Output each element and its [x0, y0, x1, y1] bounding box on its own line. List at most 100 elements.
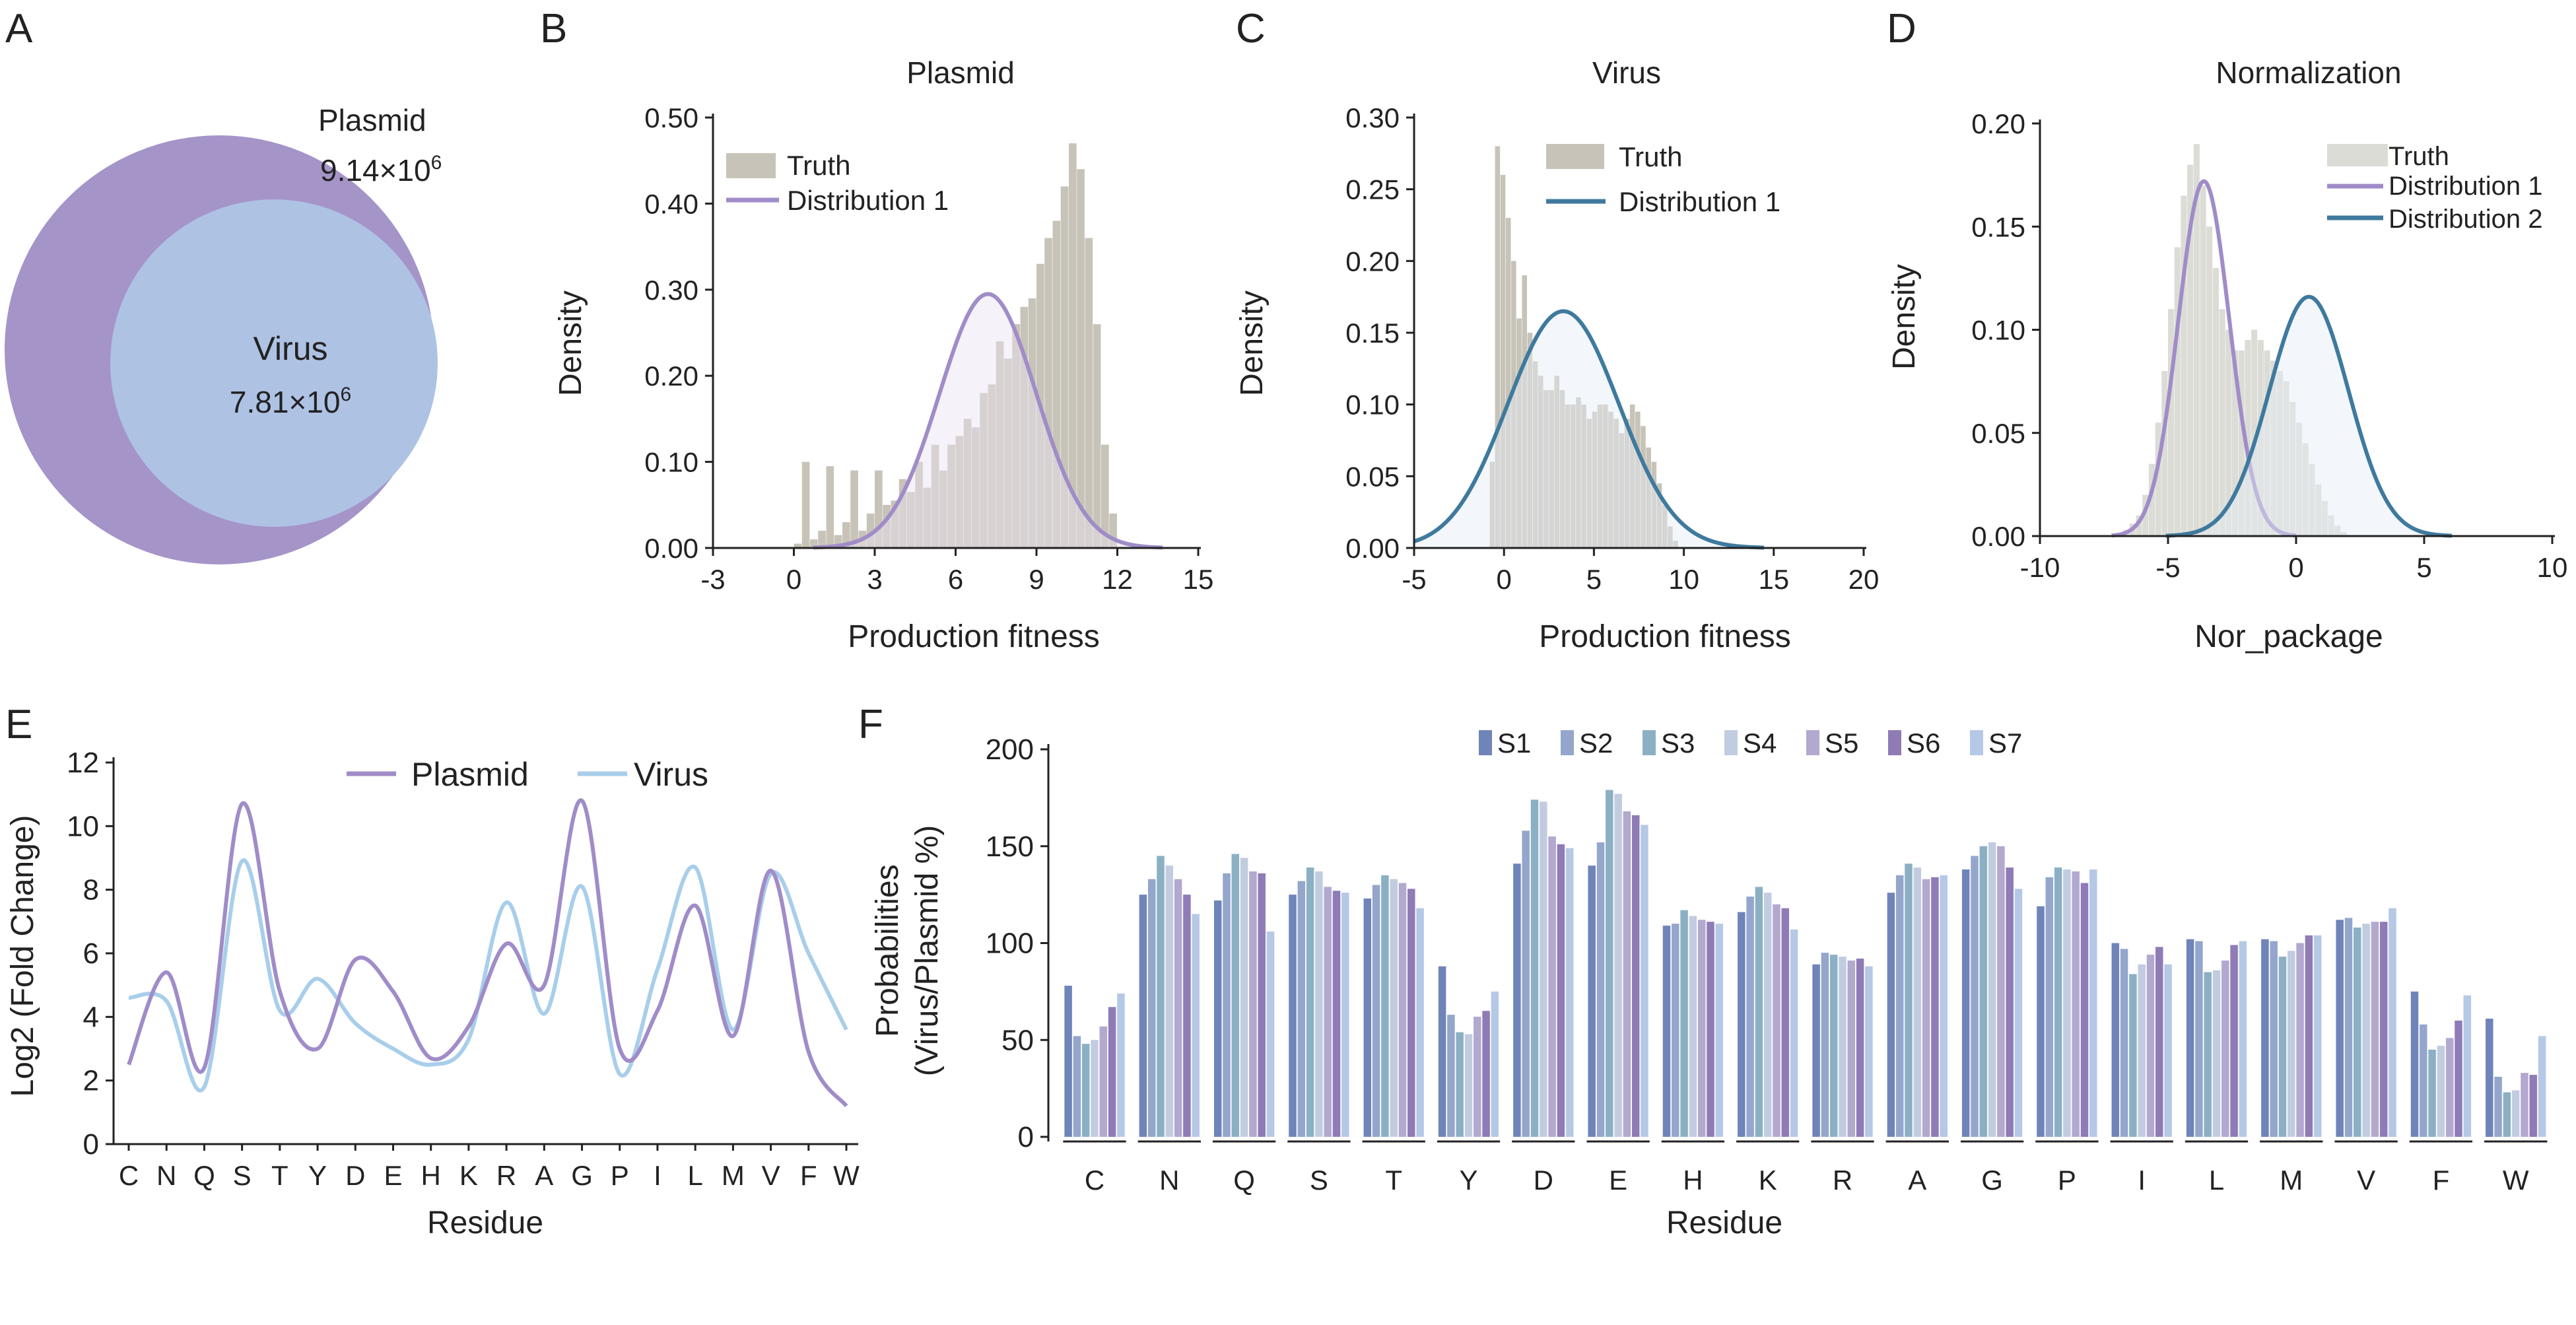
bar-s7-p	[2089, 869, 2097, 1137]
y-tick-label: 0.10	[1971, 315, 2025, 346]
bar-s7-s	[1341, 893, 1349, 1137]
x-tick-label: 5	[2416, 552, 2431, 583]
y-tick-label: 0.50	[644, 102, 698, 133]
bar-s3-l	[2204, 972, 2212, 1137]
histogram-bar	[2245, 340, 2251, 536]
histogram-bar	[810, 539, 818, 548]
histogram-bar	[1635, 411, 1641, 548]
bar-s2-h	[1672, 924, 1679, 1137]
histogram-bar	[2200, 185, 2206, 536]
x-tick-label: D	[345, 1160, 365, 1191]
bar-s1-e	[1588, 866, 1596, 1137]
bar-s5-c	[1099, 1026, 1108, 1137]
y-tick-label: 0.20	[644, 360, 698, 391]
x-tick-label: 15	[1183, 564, 1214, 595]
x-tick-label: N	[1159, 1165, 1179, 1196]
bar-s6-k	[1781, 908, 1790, 1137]
panel-letter-e: E	[5, 702, 32, 747]
bar-s3-c	[1081, 1044, 1090, 1137]
histogram-bar	[794, 543, 802, 548]
x-tick-label: 9	[1029, 564, 1044, 595]
bar-s7-k	[1790, 929, 1798, 1137]
bar-s4-y	[1464, 1034, 1473, 1137]
bar-s1-p	[2037, 906, 2045, 1137]
legend-truth-label: Truth	[787, 150, 850, 181]
histogram-bar	[826, 466, 834, 548]
histogram-bar	[1586, 419, 1592, 548]
panel-c-virus-histogram: C Virus 0.00 0.05 0.10 0.15 0.20 0.25 0.30 -5 0 5…	[1235, 6, 1879, 654]
x-tick-label: R	[1833, 1165, 1852, 1196]
x-tick-label: 0	[2288, 552, 2303, 583]
histogram-bar	[1052, 221, 1061, 548]
chart-d-legend: Truth Distribution 1 Distribution 2	[2327, 142, 2542, 234]
histogram-bar	[850, 470, 858, 548]
x-tick-label: F	[800, 1160, 817, 1191]
legend-swatch-s3	[1643, 730, 1656, 755]
bar-s1-k	[1738, 912, 1746, 1137]
chart-b-plot-area: 0.00 0.10 0.20 0.30 0.40 0.50 -3 0 3 6 9 12 15	[644, 102, 1213, 595]
histogram-bar	[915, 461, 923, 548]
x-tick-label: P	[2058, 1165, 2076, 1196]
y-tick-label: 0.00	[1345, 533, 1400, 564]
x-tick-label: G	[571, 1160, 593, 1191]
chart-d-xlabel: Nor_package	[2194, 619, 2383, 654]
y-tick-label: 0.25	[1345, 174, 1400, 205]
histogram-bar	[898, 479, 907, 548]
x-tick-label: E	[1609, 1165, 1627, 1196]
bar-s7-f	[2463, 995, 2472, 1137]
bar-s5-i	[2146, 955, 2155, 1137]
histogram-bar	[883, 504, 891, 548]
chart-e-legend: Plasmid Virus	[347, 756, 708, 793]
histogram-bar	[2155, 423, 2161, 536]
y-tick-label: 50	[1001, 1024, 1034, 1056]
x-tick-label: G	[1981, 1165, 2003, 1196]
histogram-bar	[988, 384, 996, 548]
bar-s3-y	[1456, 1032, 1464, 1137]
chart-c-legend: Truth Distribution 1	[1546, 141, 1780, 217]
legend-swatch-s4	[1724, 730, 1738, 755]
x-tick-label: P	[611, 1160, 629, 1191]
chart-d-ylabel: Density	[1887, 264, 1922, 370]
legend-distribution-1-label: Distribution 1	[787, 185, 949, 216]
x-tick-label: S	[1310, 1165, 1328, 1196]
histogram-bar	[1101, 444, 1109, 548]
bar-s6-y	[1482, 1011, 1490, 1137]
bar-s7-h	[1715, 924, 1724, 1137]
bar-s3-e	[1606, 790, 1613, 1137]
bar-s4-k	[1763, 893, 1772, 1137]
bar-s7-c	[1117, 993, 1125, 1137]
legend-swatch-s1	[1479, 730, 1492, 755]
histogram-bar	[939, 470, 947, 548]
x-tick-label: A	[535, 1160, 553, 1191]
bar-s3-g	[1979, 846, 1988, 1137]
bar-s3-d	[1530, 799, 1539, 1137]
histogram-bar	[1651, 461, 1657, 548]
bar-s2-t	[1372, 885, 1380, 1137]
histogram-bar	[972, 427, 980, 548]
x-tick-label: W	[2503, 1165, 2529, 1196]
x-tick-label: R	[496, 1160, 516, 1191]
bar-s6-r	[1856, 958, 1864, 1137]
histogram-bar	[1085, 238, 1093, 548]
bar-s4-t	[1390, 879, 1398, 1137]
histogram-bar	[2161, 371, 2168, 536]
x-tick-label: -5	[2155, 552, 2180, 583]
bar-s6-n	[1183, 895, 1191, 1137]
panel-d-normalization-histogram: D Normalization 0.00 0.05 0.10 0.15 0.20 -10 -…	[1887, 6, 2567, 654]
histogram-bar	[1624, 419, 1630, 548]
panel-letter-c: C	[1236, 6, 1266, 51]
x-tick-label: 20	[1848, 564, 1880, 595]
histogram-bar	[1028, 298, 1036, 548]
y-tick-label: 0.05	[1345, 461, 1400, 492]
chart-c-plot-area: 0.00 0.05 0.10 0.15 0.20 0.25 0.30 -5 0 5 10 15 20	[1345, 102, 1879, 595]
bar-s2-a	[1895, 875, 1904, 1137]
bar-s3-f	[2428, 1049, 2436, 1137]
bar-s3-t	[1381, 875, 1389, 1137]
bar-s6-q	[1258, 873, 1266, 1137]
histogram-bar	[2168, 309, 2175, 536]
histogram-bar	[2334, 526, 2341, 536]
bar-s1-y	[1438, 966, 1446, 1137]
y-tick-label: 0	[1018, 1121, 1034, 1153]
legend-plasmid-label: Plasmid	[411, 756, 529, 793]
x-tick-label: C	[1085, 1165, 1104, 1196]
